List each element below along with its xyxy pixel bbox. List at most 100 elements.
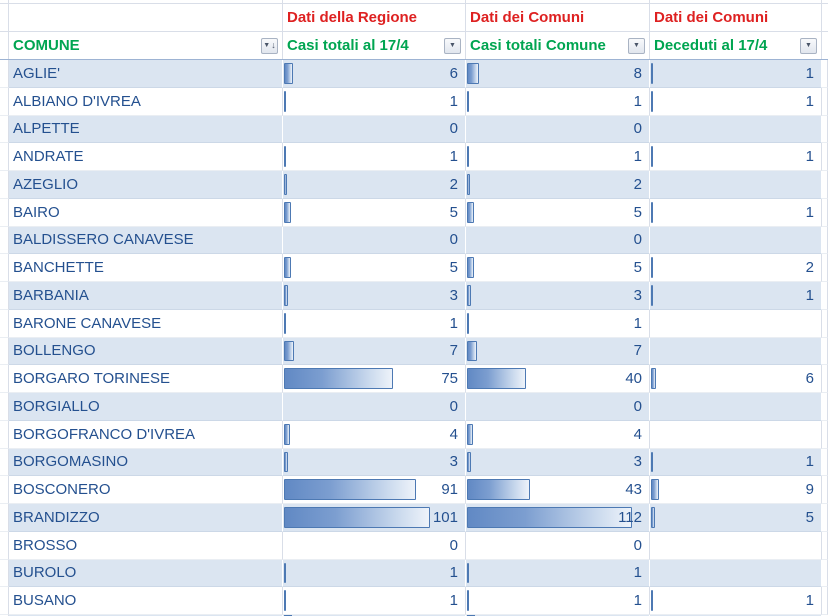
comune-cell[interactable]: BORGIALLO (9, 393, 283, 421)
casi-regione-cell[interactable]: 5 (283, 254, 466, 282)
casi-regione-cell[interactable]: 1 (283, 587, 466, 615)
casi-comune-cell[interactable]: 5 (466, 254, 650, 282)
casi-comune-cell[interactable]: 43 (466, 476, 650, 504)
casi-comune-cell[interactable]: 2 (466, 171, 650, 199)
comune-cell[interactable]: BORGOMASINO (9, 448, 283, 477)
column-header-casi-comune[interactable]: Casi totali Comune ▼ (466, 32, 650, 59)
comune-cell[interactable]: BOSCONERO (9, 476, 283, 504)
group-header-regione[interactable]: Dati della Regione (283, 4, 466, 31)
casi-regione-cell[interactable]: 5 (283, 198, 466, 227)
comune-cell[interactable]: BAIRO (9, 198, 283, 227)
casi-regione-cell[interactable]: 75 (283, 365, 466, 393)
group-header-comuni-casi[interactable]: Dati dei Comuni (466, 4, 650, 31)
casi-regione-cell[interactable]: 0 (283, 115, 466, 144)
right-margin-cell (822, 198, 828, 227)
cell-value: 75 (441, 370, 458, 388)
deceduti-cell[interactable] (650, 337, 822, 366)
comune-cell[interactable]: BORGARO TORINESE (9, 365, 283, 393)
casi-regione-cell[interactable]: 0 (283, 531, 466, 560)
filter-button-casi-comune[interactable]: ▼ (628, 37, 645, 54)
comune-cell[interactable]: BOLLENGO (9, 337, 283, 366)
comune-cell[interactable]: AZEGLIO (9, 171, 283, 199)
cell-value: 1 (449, 148, 458, 166)
right-margin-cell (822, 365, 828, 393)
deceduti-cell[interactable]: 1 (650, 587, 822, 615)
cell-value: 5 (805, 508, 814, 526)
deceduti-cell[interactable] (650, 393, 822, 421)
casi-comune-cell[interactable]: 1 (466, 87, 650, 116)
deceduti-cell[interactable]: 6 (650, 365, 822, 393)
column-header-casi-regione[interactable]: Casi totali al 17/4 ▼ (283, 32, 466, 59)
column-header-deceduti[interactable]: Deceduti al 17/4 ▼ (650, 32, 822, 59)
casi-regione-cell[interactable]: 6 (283, 60, 466, 88)
casi-regione-cell[interactable]: 7 (283, 337, 466, 366)
deceduti-cell[interactable]: 1 (650, 282, 822, 310)
comune-cell[interactable]: BUSANO (9, 587, 283, 615)
comune-cell[interactable]: AGLIE' (9, 60, 283, 88)
filter-button-deceduti[interactable]: ▼ (800, 37, 817, 54)
casi-regione-cell[interactable]: 1 (283, 87, 466, 116)
column-header-comune[interactable]: COMUNE ▼ ↓ (9, 32, 283, 59)
casi-comune-cell[interactable]: 3 (466, 448, 650, 477)
deceduti-cell[interactable] (650, 309, 822, 338)
comune-cell[interactable]: ALPETTE (9, 115, 283, 144)
casi-regione-cell[interactable]: 101 (283, 504, 466, 532)
casi-comune-cell[interactable]: 5 (466, 198, 650, 227)
casi-comune-cell[interactable]: 1 (466, 143, 650, 171)
casi-regione-cell[interactable]: 3 (283, 448, 466, 477)
deceduti-cell[interactable]: 1 (650, 143, 822, 171)
deceduti-cell[interactable]: 1 (650, 60, 822, 88)
comune-cell[interactable]: BANCHETTE (9, 254, 283, 282)
casi-regione-cell[interactable]: 4 (283, 420, 466, 449)
comune-cell[interactable]: BUROLO (9, 559, 283, 588)
casi-comune-cell[interactable]: 40 (466, 365, 650, 393)
right-margin-cell (822, 115, 828, 144)
casi-comune-cell[interactable]: 112 (466, 504, 650, 532)
casi-regione-cell[interactable]: 3 (283, 282, 466, 310)
casi-comune-cell[interactable]: 0 (466, 531, 650, 560)
casi-regione-cell[interactable]: 1 (283, 559, 466, 588)
filter-button-casi-regione[interactable]: ▼ (444, 37, 461, 54)
deceduti-cell[interactable]: 1 (650, 87, 822, 116)
deceduti-cell[interactable] (650, 531, 822, 560)
sort-filter-button-comune[interactable]: ▼ ↓ (261, 37, 278, 54)
deceduti-cell[interactable] (650, 226, 822, 255)
comune-cell[interactable]: BROSSO (9, 531, 283, 560)
deceduti-cell[interactable] (650, 115, 822, 144)
casi-regione-cell[interactable]: 1 (283, 143, 466, 171)
casi-comune-cell[interactable]: 4 (466, 420, 650, 449)
comune-cell[interactable]: BARONE CANAVESE (9, 309, 283, 338)
comune-cell[interactable]: BARBANIA (9, 282, 283, 310)
casi-comune-cell[interactable]: 7 (466, 337, 650, 366)
deceduti-cell[interactable] (650, 559, 822, 588)
right-margin-cell (822, 448, 828, 477)
comune-cell[interactable]: ANDRATE (9, 143, 283, 171)
cell-value: 1 (805, 203, 814, 221)
casi-comune-cell[interactable]: 1 (466, 309, 650, 338)
deceduti-cell[interactable] (650, 420, 822, 449)
comune-cell[interactable]: ALBIANO D'IVREA (9, 87, 283, 116)
empty-header-cell[interactable] (9, 4, 283, 31)
casi-regione-cell[interactable]: 1 (283, 309, 466, 338)
deceduti-cell[interactable]: 2 (650, 254, 822, 282)
casi-comune-cell[interactable]: 1 (466, 559, 650, 588)
casi-comune-cell[interactable]: 8 (466, 60, 650, 88)
deceduti-cell[interactable] (650, 171, 822, 199)
deceduti-cell[interactable]: 1 (650, 448, 822, 477)
casi-regione-cell[interactable]: 0 (283, 226, 466, 255)
casi-regione-cell[interactable]: 2 (283, 171, 466, 199)
deceduti-cell[interactable]: 9 (650, 476, 822, 504)
comune-cell[interactable]: BRANDIZZO (9, 504, 283, 532)
casi-comune-cell[interactable]: 1 (466, 587, 650, 615)
casi-comune-cell[interactable]: 0 (466, 393, 650, 421)
comune-cell[interactable]: BORGOFRANCO D'IVREA (9, 420, 283, 449)
deceduti-cell[interactable]: 5 (650, 504, 822, 532)
casi-comune-cell[interactable]: 0 (466, 226, 650, 255)
group-header-comuni-deceduti[interactable]: Dati dei Comuni (650, 4, 822, 31)
casi-comune-cell[interactable]: 3 (466, 282, 650, 310)
casi-regione-cell[interactable]: 91 (283, 476, 466, 504)
deceduti-cell[interactable]: 1 (650, 198, 822, 227)
casi-regione-cell[interactable]: 0 (283, 393, 466, 421)
casi-comune-cell[interactable]: 0 (466, 115, 650, 144)
comune-cell[interactable]: BALDISSERO CANAVESE (9, 226, 283, 255)
